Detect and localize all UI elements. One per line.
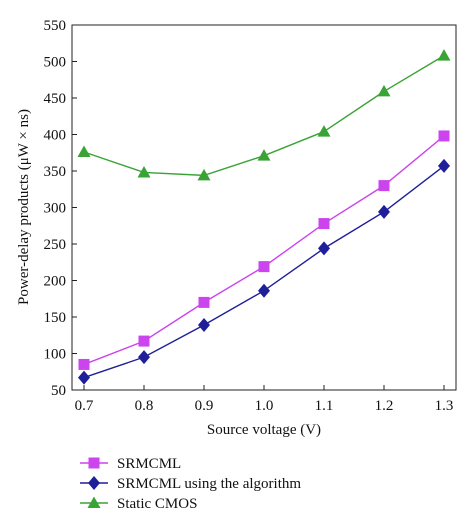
y-tick-label: 100 bbox=[44, 347, 67, 363]
legend-marker bbox=[88, 476, 100, 490]
data-point bbox=[258, 283, 270, 298]
data-point bbox=[257, 149, 271, 161]
data-point bbox=[378, 180, 390, 192]
y-tick-label: 350 bbox=[44, 164, 67, 180]
data-point bbox=[138, 350, 150, 365]
y-tick-label: 300 bbox=[44, 201, 67, 217]
y-tick-label: 250 bbox=[44, 237, 67, 253]
data-point bbox=[438, 130, 450, 142]
y-tick-label: 450 bbox=[44, 91, 67, 107]
y-tick-label: 50 bbox=[51, 383, 66, 399]
data-point bbox=[318, 218, 330, 230]
legend-marker bbox=[88, 457, 100, 469]
data-point bbox=[138, 335, 150, 347]
data-point bbox=[378, 204, 390, 219]
data-point bbox=[77, 145, 91, 158]
x-tick-label: 0.7 bbox=[75, 398, 94, 414]
legend: SRMCML SRMCML using the algorithm Static C… bbox=[80, 456, 301, 512]
y-tick-label: 400 bbox=[44, 128, 67, 144]
series-1 bbox=[78, 158, 450, 385]
y-axis-label: Power-delay products (μW × ns) bbox=[16, 109, 32, 305]
legend-item: SRMCML using the algorithm bbox=[80, 476, 301, 492]
data-point bbox=[437, 49, 451, 61]
x-tick-label: 1.2 bbox=[375, 398, 394, 414]
x-axis: 0.7 0.8 0.9 1.0 1.1 1.2 1.3 bbox=[75, 385, 454, 414]
data-point bbox=[438, 158, 450, 173]
y-tick-label: 150 bbox=[44, 310, 67, 326]
data-point bbox=[318, 241, 330, 256]
legend-marker bbox=[87, 496, 101, 508]
x-tick-label: 0.8 bbox=[135, 398, 154, 414]
x-axis-label: Source voltage (V) bbox=[207, 422, 321, 438]
legend-label: SRMCML using the algorithm bbox=[117, 476, 301, 492]
legend-label: Static CMOS bbox=[117, 496, 197, 512]
data-point bbox=[78, 370, 90, 385]
x-tick-label: 1.3 bbox=[435, 398, 454, 414]
series-2 bbox=[77, 49, 451, 181]
x-tick-label: 0.9 bbox=[195, 398, 214, 414]
data-point bbox=[258, 261, 270, 273]
x-tick-label: 1.0 bbox=[255, 398, 274, 414]
data-point bbox=[198, 296, 210, 308]
legend-label: SRMCML bbox=[117, 456, 181, 472]
data-point bbox=[78, 358, 90, 370]
y-tick-label: 550 bbox=[44, 18, 67, 34]
series-layer bbox=[77, 49, 451, 385]
x-tick-label: 1.1 bbox=[315, 398, 334, 414]
data-point bbox=[137, 165, 151, 178]
series-0 bbox=[78, 130, 450, 370]
y-tick-label: 200 bbox=[44, 274, 67, 290]
data-point bbox=[317, 125, 331, 137]
legend-item: Static CMOS bbox=[80, 496, 197, 512]
y-axis: 50 100 150 200 250 300 350 400 450 500 550 bbox=[44, 18, 77, 399]
data-point bbox=[197, 168, 211, 181]
data-point bbox=[198, 318, 210, 333]
data-point bbox=[377, 84, 391, 97]
plot-frame bbox=[71, 24, 457, 391]
y-tick-label: 500 bbox=[44, 55, 67, 71]
legend-item: SRMCML bbox=[80, 456, 181, 472]
